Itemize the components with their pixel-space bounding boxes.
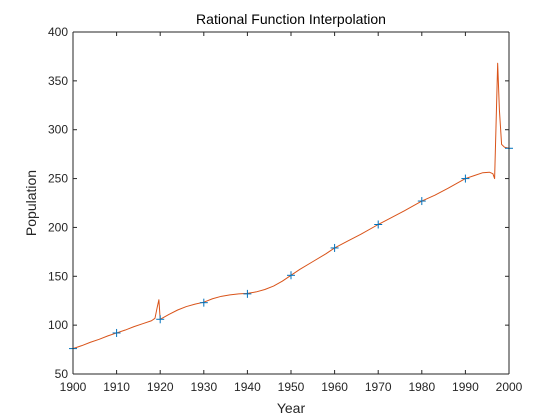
data-point-marker <box>156 315 165 324</box>
curve-layer <box>72 62 510 350</box>
x-tick-label: 1980 <box>408 380 435 394</box>
data-point-marker <box>112 328 121 337</box>
y-tick-label: 300 <box>48 123 68 137</box>
x-axis-title: Year <box>277 400 306 416</box>
data-point-marker <box>330 243 339 252</box>
axis-layer <box>72 31 510 375</box>
y-tick-label: 50 <box>55 367 69 381</box>
x-tick-label: 1910 <box>103 380 130 394</box>
y-tick-label: 250 <box>48 172 68 186</box>
data-point-marker <box>417 197 426 206</box>
chart-title: Rational Function Interpolation <box>196 11 386 27</box>
data-point-marker <box>287 271 295 280</box>
x-tick-label: 1950 <box>278 380 305 394</box>
y-tick-label: 350 <box>48 74 68 88</box>
y-tick-label: 150 <box>48 269 68 283</box>
y-tick-label: 400 <box>48 25 68 39</box>
data-point-marker <box>199 298 208 307</box>
data-point-marker <box>461 174 470 183</box>
x-tick-label: 1900 <box>60 380 87 394</box>
interpolated-curve <box>72 62 510 350</box>
x-tick-label: 1930 <box>190 380 217 394</box>
x-tick-label: 1940 <box>234 380 261 394</box>
plot-area <box>73 32 509 374</box>
x-tick-label: 1960 <box>321 380 348 394</box>
x-tick-label: 1920 <box>147 380 174 394</box>
x-tick-label: 1990 <box>452 380 479 394</box>
data-point-marker <box>243 289 252 298</box>
tick-label-layer: 1900 1910 1920 1930 1940 1950 1960 1970 1980 1990… <box>48 25 523 394</box>
y-tick-label: 200 <box>48 220 68 234</box>
y-axis-title: Population <box>23 170 39 236</box>
data-point-marker <box>374 220 383 229</box>
x-tick-label: 2000 <box>496 380 523 394</box>
x-tick-label: 1970 <box>365 380 392 394</box>
y-tick-label: 100 <box>48 318 68 332</box>
